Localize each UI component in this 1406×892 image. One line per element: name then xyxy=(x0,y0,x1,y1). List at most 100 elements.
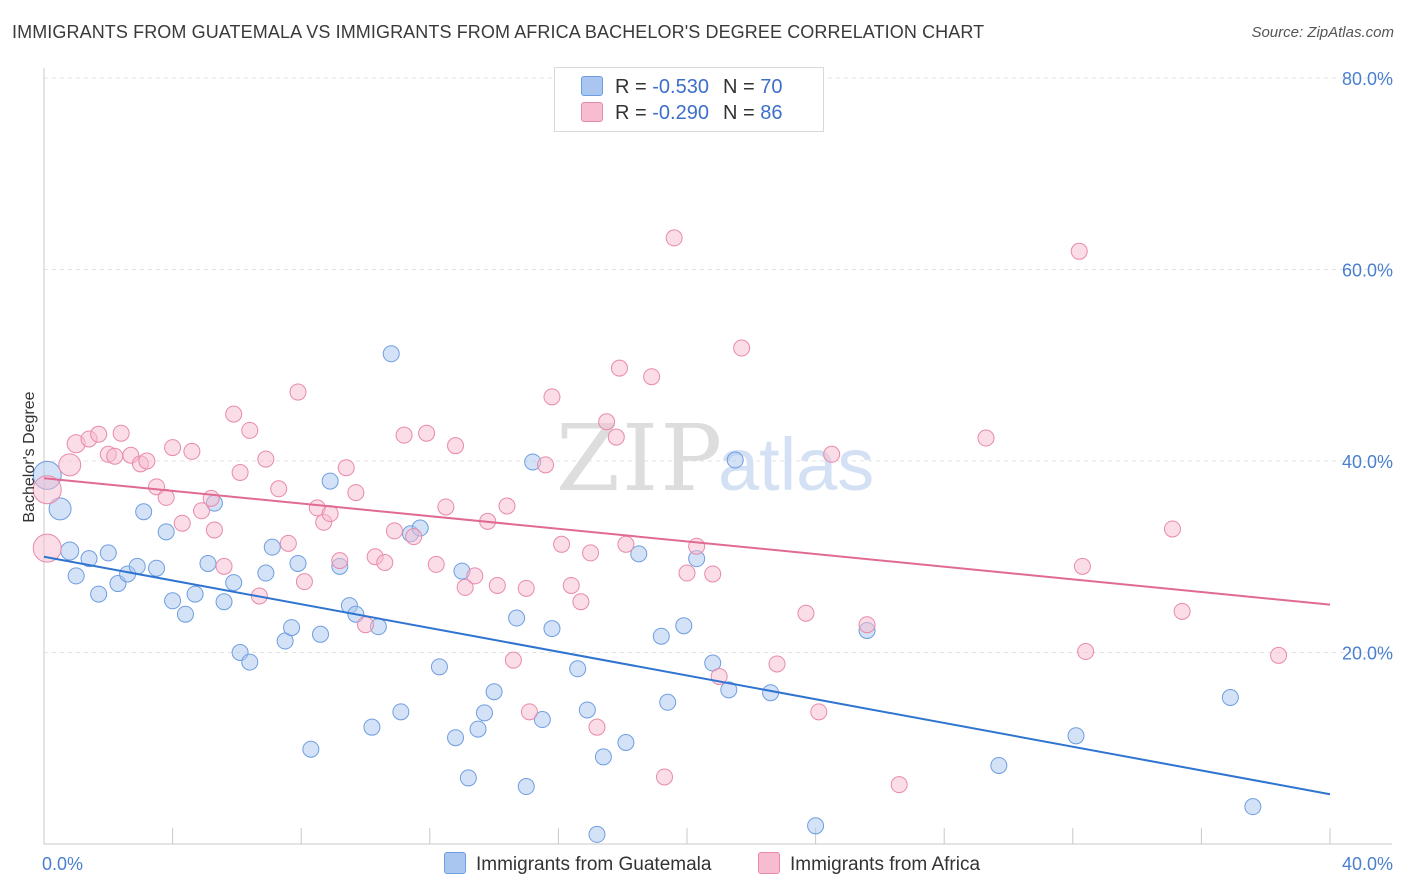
point-africa xyxy=(607,428,625,446)
point-guatemala xyxy=(80,550,98,568)
point-africa xyxy=(598,413,616,431)
legend-swatch-africa xyxy=(581,102,603,122)
point-guatemala xyxy=(176,605,194,623)
point-africa xyxy=(562,576,580,594)
trend-line-guatemala xyxy=(43,555,1331,796)
point-africa xyxy=(112,424,130,442)
point-africa xyxy=(456,578,474,596)
point-guatemala xyxy=(594,748,612,766)
point-africa xyxy=(537,456,555,474)
point-guatemala xyxy=(363,718,381,736)
point-guatemala xyxy=(60,541,80,561)
point-africa xyxy=(665,229,683,247)
point-africa xyxy=(295,573,313,591)
legend: R = -0.530 N = 70 R = -0.290 N = 86 xyxy=(554,67,824,132)
point-guatemala xyxy=(263,538,281,556)
x-tick-label: 40.0% xyxy=(1342,854,1393,874)
point-guatemala xyxy=(430,658,448,676)
point-africa xyxy=(498,497,516,515)
point-guatemala xyxy=(186,585,204,603)
x-tick-label: 0.0% xyxy=(42,854,83,874)
point-africa xyxy=(376,553,394,571)
watermark: ZIP atlas xyxy=(556,405,874,512)
point-guatemala xyxy=(652,627,670,645)
point-africa xyxy=(520,703,538,721)
legend-r-label: R = xyxy=(615,102,647,124)
point-guatemala xyxy=(469,720,487,738)
point-africa xyxy=(241,421,259,439)
point-guatemala xyxy=(157,523,175,541)
point-guatemala xyxy=(459,769,477,787)
point-africa xyxy=(655,768,673,786)
point-guatemala xyxy=(630,545,648,563)
point-africa xyxy=(385,522,403,540)
point-guatemala xyxy=(225,574,243,592)
legend-r-label: R = xyxy=(615,76,647,98)
point-guatemala xyxy=(675,617,693,635)
point-africa xyxy=(173,514,191,532)
point-africa xyxy=(617,535,635,553)
point-africa xyxy=(405,528,423,546)
point-guatemala xyxy=(215,593,233,611)
point-africa xyxy=(858,616,876,634)
bottom-legend-label: Immigrants from Guatemala xyxy=(476,854,712,875)
point-africa xyxy=(977,429,995,447)
point-africa xyxy=(643,368,661,386)
y-axis-label: Bachelor's Degree xyxy=(21,391,38,522)
point-guatemala xyxy=(67,567,85,585)
point-guatemala xyxy=(302,740,320,758)
bottom-legend-guatemala: Immigrants from Guatemala xyxy=(444,852,711,876)
point-guatemala xyxy=(1067,727,1085,745)
point-guatemala xyxy=(617,734,635,752)
point-guatemala xyxy=(1244,798,1262,816)
point-guatemala xyxy=(485,683,503,701)
point-guatemala xyxy=(164,592,182,610)
point-africa xyxy=(337,459,355,477)
axes xyxy=(43,68,1392,845)
legend-row-guatemala: R = -0.530 N = 70 xyxy=(581,76,782,100)
point-guatemala xyxy=(588,825,606,843)
point-guatemala xyxy=(578,701,596,719)
point-guatemala xyxy=(659,693,677,711)
point-africa xyxy=(106,447,124,465)
point-guatemala xyxy=(447,729,465,747)
source-label: Source: ZipAtlas.com xyxy=(1251,24,1394,41)
y-tick-labels: 20.0% 40.0% 60.0% 80.0% xyxy=(1342,69,1393,664)
point-africa xyxy=(427,555,445,573)
point-guatemala xyxy=(533,711,551,729)
point-guatemala xyxy=(90,585,108,603)
point-africa xyxy=(810,703,828,721)
y-tick-label: 60.0% xyxy=(1342,261,1393,281)
point-africa xyxy=(688,537,706,555)
point-africa xyxy=(270,480,288,498)
point-africa xyxy=(225,405,243,423)
point-africa xyxy=(347,484,365,502)
point-africa xyxy=(768,655,786,673)
point-africa xyxy=(823,445,841,463)
point-africa xyxy=(517,579,535,597)
point-guatemala xyxy=(99,544,117,562)
point-africa xyxy=(58,453,82,477)
watermark-zip: ZIP xyxy=(556,405,724,512)
bottom-legend-swatch-africa xyxy=(758,852,780,874)
y-tick-label: 40.0% xyxy=(1342,452,1393,472)
point-africa xyxy=(447,437,465,455)
legend-r-value: -0.290 xyxy=(652,102,709,124)
point-africa xyxy=(610,359,628,377)
point-africa xyxy=(466,567,484,585)
bottom-legend-label: Immigrants from Africa xyxy=(790,854,981,875)
watermark-atlas: atlas xyxy=(718,423,874,506)
point-africa xyxy=(32,475,62,505)
point-africa xyxy=(704,565,722,583)
data-points xyxy=(32,229,1288,843)
point-guatemala xyxy=(807,817,825,835)
point-africa xyxy=(890,776,908,794)
x-tick-labels: 0.0% 40.0% xyxy=(42,854,1393,874)
point-guatemala xyxy=(321,472,339,490)
point-africa xyxy=(193,502,211,520)
point-africa xyxy=(733,339,751,357)
chart-title: IMMIGRANTS FROM GUATEMALA VS IMMIGRANTS … xyxy=(12,22,985,42)
point-guatemala xyxy=(392,703,410,721)
point-africa xyxy=(543,388,561,406)
